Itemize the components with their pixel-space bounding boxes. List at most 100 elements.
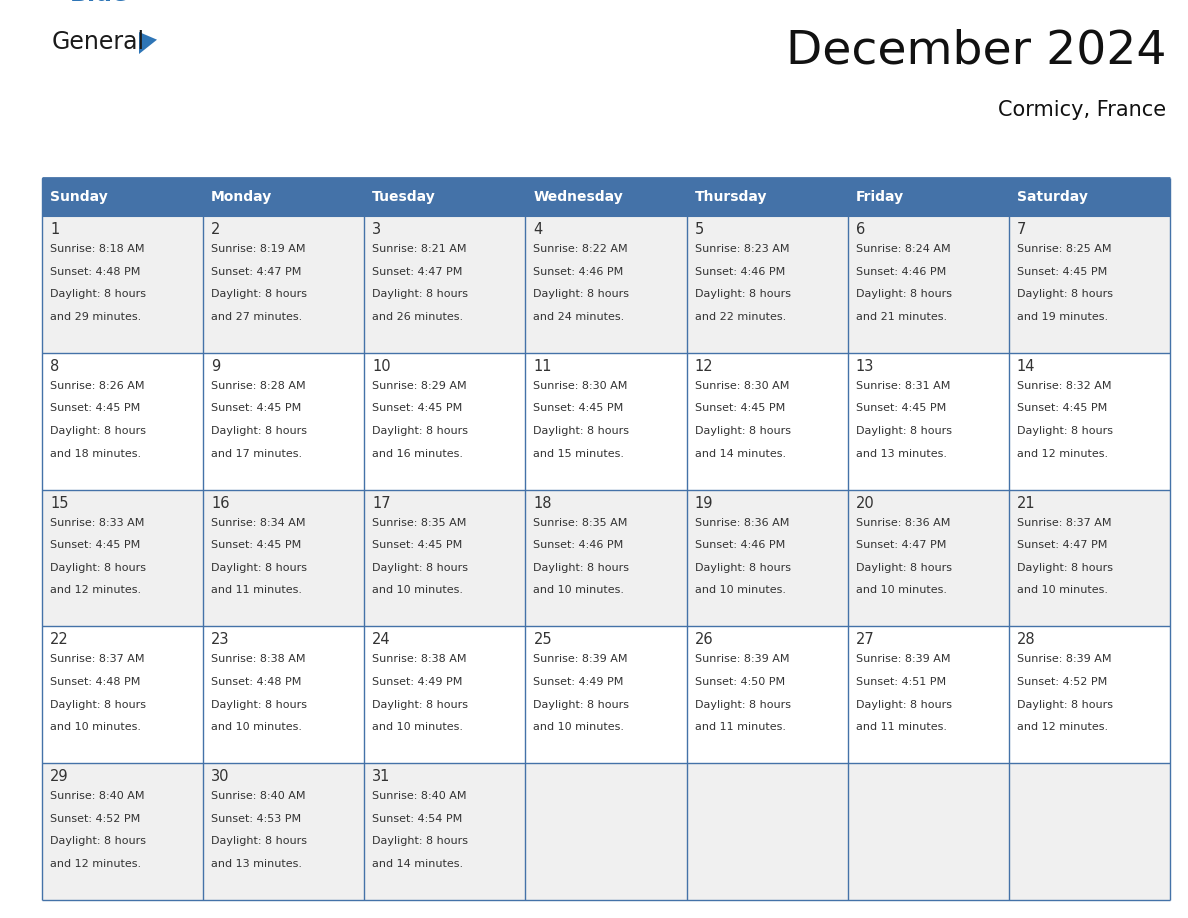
Text: 6: 6 [855,222,865,237]
Text: and 18 minutes.: and 18 minutes. [50,449,141,458]
Text: 3: 3 [372,222,381,237]
Text: Sunset: 4:53 PM: Sunset: 4:53 PM [211,813,302,823]
Text: Daylight: 8 hours: Daylight: 8 hours [533,563,630,573]
Text: 29: 29 [50,769,69,784]
Text: Daylight: 8 hours: Daylight: 8 hours [855,289,952,299]
Text: Daylight: 8 hours: Daylight: 8 hours [50,700,146,710]
Text: Sunrise: 8:39 AM: Sunrise: 8:39 AM [855,655,950,665]
Text: and 13 minutes.: and 13 minutes. [211,859,302,869]
Text: and 13 minutes.: and 13 minutes. [855,449,947,458]
Text: Sunrise: 8:39 AM: Sunrise: 8:39 AM [533,655,628,665]
Bar [1009,626,1170,763]
Text: and 14 minutes.: and 14 minutes. [695,449,785,458]
Text: Sunset: 4:45 PM: Sunset: 4:45 PM [372,403,462,413]
Text: and 27 minutes.: and 27 minutes. [211,312,303,321]
Text: Daylight: 8 hours: Daylight: 8 hours [211,700,308,710]
Bar [365,626,525,763]
Text: Daylight: 8 hours: Daylight: 8 hours [695,426,790,436]
Text: Sunrise: 8:35 AM: Sunrise: 8:35 AM [372,518,467,528]
Text: Friday: Friday [855,190,904,204]
Text: Sunset: 4:45 PM: Sunset: 4:45 PM [695,403,785,413]
Text: Sunrise: 8:35 AM: Sunrise: 8:35 AM [533,518,627,528]
Text: Daylight: 8 hours: Daylight: 8 hours [855,700,952,710]
Text: Sunrise: 8:25 AM: Sunrise: 8:25 AM [1017,244,1111,254]
Bar [42,353,203,489]
Bar [848,489,1009,626]
Bar [848,763,1009,900]
Text: 1: 1 [50,222,59,237]
Text: and 22 minutes.: and 22 minutes. [695,312,785,321]
Bar [525,626,687,763]
Text: Sunset: 4:45 PM: Sunset: 4:45 PM [211,540,302,550]
Text: 4: 4 [533,222,543,237]
Text: 8: 8 [50,359,59,374]
Text: Daylight: 8 hours: Daylight: 8 hours [695,700,790,710]
Bar [848,216,1009,353]
Text: and 11 minutes.: and 11 minutes. [855,722,947,733]
Text: and 26 minutes.: and 26 minutes. [372,312,463,321]
Text: Sunset: 4:49 PM: Sunset: 4:49 PM [372,677,462,687]
Text: Sunset: 4:47 PM: Sunset: 4:47 PM [372,266,462,276]
Text: Sunrise: 8:29 AM: Sunrise: 8:29 AM [372,381,467,391]
Text: Sunrise: 8:37 AM: Sunrise: 8:37 AM [50,655,145,665]
Text: and 12 minutes.: and 12 minutes. [50,859,141,869]
Text: Sunrise: 8:31 AM: Sunrise: 8:31 AM [855,381,950,391]
Text: Sunrise: 8:36 AM: Sunrise: 8:36 AM [695,518,789,528]
Bar [203,216,365,353]
Text: Sunrise: 8:39 AM: Sunrise: 8:39 AM [695,655,789,665]
Text: 20: 20 [855,496,874,510]
Text: Wednesday: Wednesday [533,190,624,204]
Text: Daylight: 8 hours: Daylight: 8 hours [50,289,146,299]
Text: General: General [52,30,145,54]
Text: and 10 minutes.: and 10 minutes. [211,722,302,733]
Bar [1009,489,1170,626]
Text: Daylight: 8 hours: Daylight: 8 hours [372,563,468,573]
Text: 22: 22 [50,633,69,647]
Bar [1009,353,1170,489]
Text: Sunrise: 8:30 AM: Sunrise: 8:30 AM [695,381,789,391]
Text: Sunset: 4:45 PM: Sunset: 4:45 PM [372,540,462,550]
Text: Blue: Blue [70,0,129,6]
Text: 19: 19 [695,496,713,510]
Bar [525,353,687,489]
Text: 23: 23 [211,633,229,647]
Text: Daylight: 8 hours: Daylight: 8 hours [211,563,308,573]
Text: and 12 minutes.: and 12 minutes. [1017,722,1108,733]
Bar [848,626,1009,763]
Text: Sunset: 4:52 PM: Sunset: 4:52 PM [50,813,140,823]
Text: Sunrise: 8:38 AM: Sunrise: 8:38 AM [372,655,467,665]
Text: and 10 minutes.: and 10 minutes. [1017,586,1108,595]
Text: Sunset: 4:48 PM: Sunset: 4:48 PM [50,266,140,276]
Bar [42,489,203,626]
Text: Sunrise: 8:33 AM: Sunrise: 8:33 AM [50,518,145,528]
Bar [1009,178,1170,216]
Text: Sunset: 4:52 PM: Sunset: 4:52 PM [1017,677,1107,687]
Bar [525,178,687,216]
Text: and 10 minutes.: and 10 minutes. [695,586,785,595]
Text: Daylight: 8 hours: Daylight: 8 hours [211,426,308,436]
Text: Sunset: 4:46 PM: Sunset: 4:46 PM [855,266,946,276]
Polygon shape [139,32,157,54]
Bar [365,353,525,489]
Text: Sunset: 4:45 PM: Sunset: 4:45 PM [1017,403,1107,413]
Bar [203,178,365,216]
Text: Daylight: 8 hours: Daylight: 8 hours [372,426,468,436]
Text: December 2024: December 2024 [785,28,1165,73]
Text: Daylight: 8 hours: Daylight: 8 hours [1017,289,1113,299]
Text: Sunrise: 8:22 AM: Sunrise: 8:22 AM [533,244,628,254]
Text: 25: 25 [533,633,552,647]
Text: 17: 17 [372,496,391,510]
Text: Daylight: 8 hours: Daylight: 8 hours [372,700,468,710]
Text: and 14 minutes.: and 14 minutes. [372,859,463,869]
Text: Daylight: 8 hours: Daylight: 8 hours [1017,700,1113,710]
Text: Sunrise: 8:40 AM: Sunrise: 8:40 AM [372,791,467,801]
Text: 16: 16 [211,496,229,510]
Bar [687,178,848,216]
Text: Sunrise: 8:36 AM: Sunrise: 8:36 AM [855,518,950,528]
Bar [687,489,848,626]
Text: Tuesday: Tuesday [372,190,436,204]
Text: and 10 minutes.: and 10 minutes. [372,722,463,733]
Text: Sunrise: 8:34 AM: Sunrise: 8:34 AM [211,518,305,528]
Bar [525,489,687,626]
Text: Daylight: 8 hours: Daylight: 8 hours [695,289,790,299]
